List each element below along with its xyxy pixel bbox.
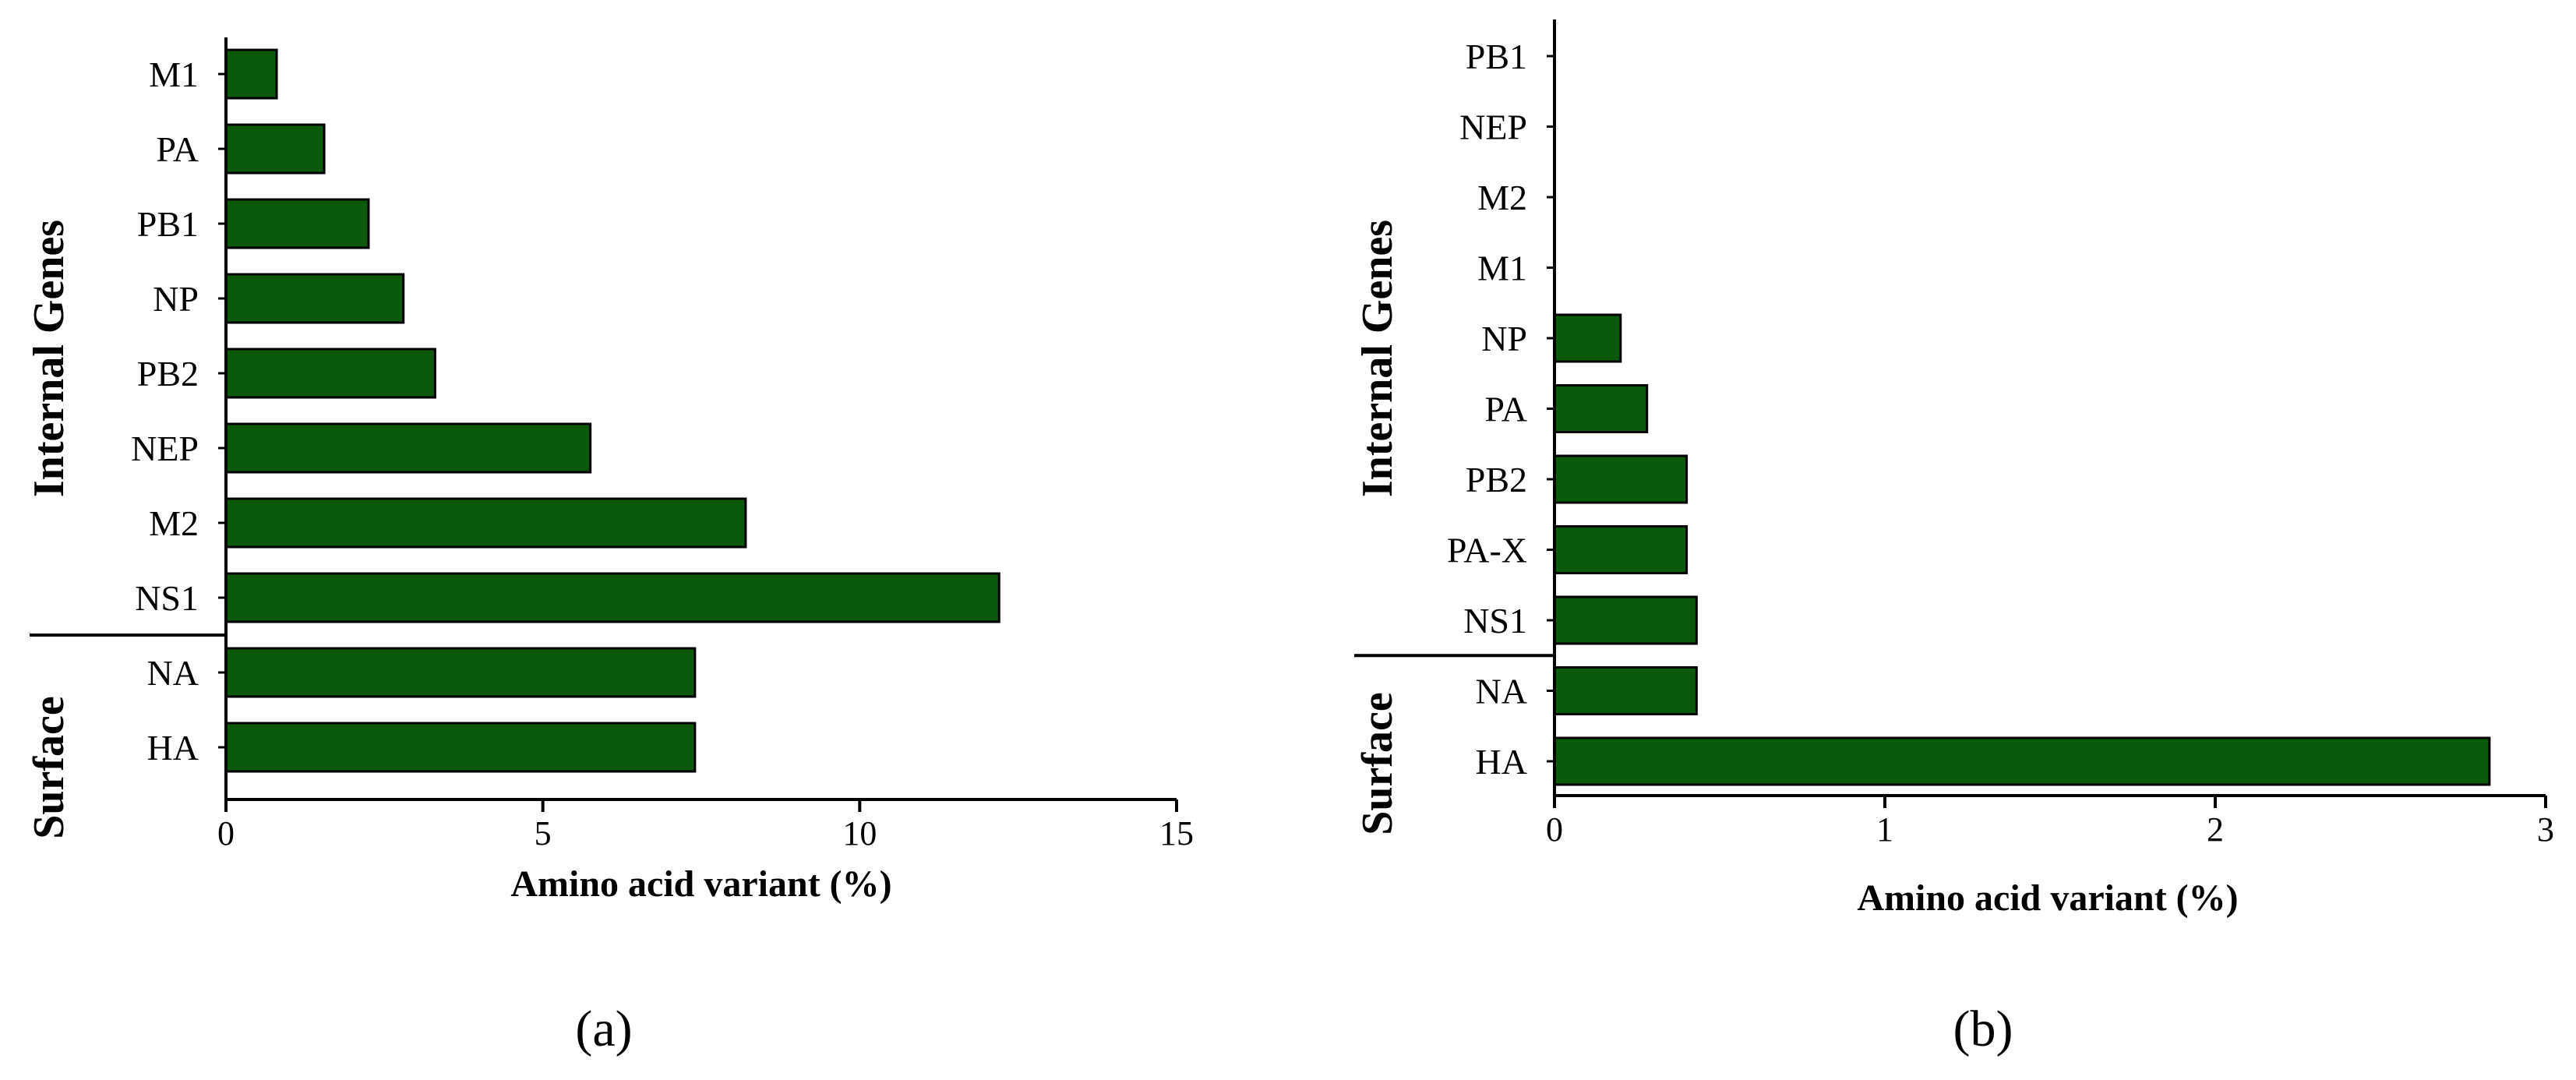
category-label: M1 — [1477, 249, 1527, 288]
x-tick-label: 10 — [842, 814, 877, 852]
x-tick-label: 2 — [2207, 810, 2224, 849]
x-axis-title: Amino acid variant (%) — [510, 863, 891, 905]
panel-label: (a) — [575, 1001, 632, 1057]
bar-pa — [1553, 384, 1649, 433]
x-tick-label: 3 — [2537, 810, 2554, 849]
x-tick-label: 0 — [217, 814, 235, 852]
category-label: PB1 — [137, 204, 199, 244]
bar-pa-x — [1553, 525, 1689, 574]
category-label: NA — [1476, 672, 1527, 711]
bar-ns1 — [224, 572, 1000, 623]
group-label-internal-genes: Internal Genes — [1353, 220, 1402, 497]
bar-pa — [224, 123, 326, 175]
bar-na — [224, 647, 697, 698]
x-tick-label: 1 — [1876, 810, 1893, 849]
x-tick-label: 15 — [1159, 814, 1194, 852]
category-label: NEP — [131, 429, 199, 468]
bar-np — [224, 273, 405, 324]
category-label: PA — [1484, 390, 1527, 429]
category-label: NS1 — [135, 578, 199, 618]
category-label: PA-X — [1447, 531, 1527, 570]
bar-m1 — [224, 48, 278, 100]
category-label: M2 — [149, 503, 199, 543]
bar-m2 — [224, 497, 747, 549]
group-label-surface: Surface — [1353, 692, 1402, 835]
group-label-internal-genes: Internal Genes — [25, 220, 73, 497]
category-label: PB2 — [1466, 460, 1527, 499]
category-label: NEP — [1459, 108, 1527, 147]
category-label: NA — [147, 653, 199, 693]
bar-np — [1553, 313, 1622, 363]
category-label: M2 — [1477, 178, 1527, 217]
chart-panel-a: M1 PA PB1 NP PB2 NEP M2 NS1 NA HA 0 5 10 15 Amino acid… — [25, 37, 1194, 1057]
panel-label: (b) — [1953, 1001, 2013, 1057]
category-label: PB2 — [137, 354, 199, 394]
category-label: PA — [156, 129, 199, 169]
category-label: PB1 — [1466, 37, 1527, 76]
group-label-surface: Surface — [25, 696, 73, 839]
category-label: M1 — [149, 55, 199, 94]
x-tick-label: 0 — [1546, 810, 1563, 849]
x-tick-label: 5 — [535, 814, 552, 852]
bar-nep — [224, 422, 592, 474]
bar-ha — [1553, 736, 2491, 786]
category-label: NP — [1481, 319, 1527, 358]
bar-ns1 — [1553, 595, 1698, 645]
bar-pb1 — [224, 198, 370, 249]
chart-panel-b: PB1 NEP M2 M1 NP PA PB2 PA-X NS1 NA HA 0 1 2 3 Amino ac… — [1353, 19, 2554, 1057]
bar-ha — [224, 722, 697, 773]
x-axis-title: Amino acid variant (%) — [1857, 877, 2238, 919]
category-label: NS1 — [1463, 601, 1527, 641]
category-label: NP — [153, 279, 199, 319]
bar-pb2 — [1553, 454, 1689, 504]
bar-pb2 — [224, 348, 436, 399]
category-label: HA — [1476, 742, 1527, 782]
category-label: HA — [147, 728, 199, 768]
bar-na — [1553, 666, 1698, 715]
